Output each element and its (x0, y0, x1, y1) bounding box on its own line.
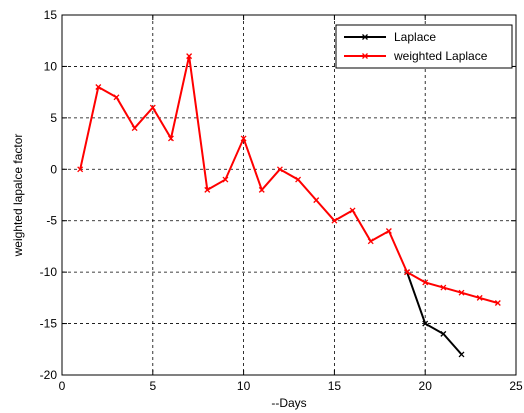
x-tick-label: 5 (149, 379, 156, 393)
data-point (422, 279, 429, 286)
data-point (440, 330, 447, 337)
legend-label: Laplace (394, 30, 436, 44)
data-point (385, 228, 392, 234)
x-tick-label: 0 (59, 379, 66, 393)
legend-box (335, 24, 513, 69)
series-line (406, 271, 463, 356)
series-layer (77, 53, 501, 358)
data-point (494, 300, 501, 306)
data-point (295, 176, 302, 183)
data-point (440, 284, 447, 291)
y-tick-label: 10 (44, 59, 58, 73)
data-point (313, 197, 320, 204)
data-point (458, 289, 465, 296)
data-point (222, 176, 229, 183)
x-axis-label: --Days (271, 396, 306, 410)
data-point (95, 84, 102, 90)
data-point (367, 238, 374, 245)
tick-labels: 0 5 10 15 20 25 -20 -15 -10 -5 0 5 10 15 (40, 8, 523, 393)
legend-marker (362, 34, 368, 40)
data-point (331, 217, 338, 224)
y-tick-label: -15 (40, 317, 58, 331)
data-point (476, 294, 483, 301)
legend-label: weighted Laplace (393, 49, 488, 63)
x-tick-label: 20 (419, 379, 433, 393)
y-tick-label: -10 (40, 265, 58, 279)
data-point (131, 125, 138, 132)
data-point (422, 320, 429, 327)
data-point (458, 351, 465, 358)
plot-frame (61, 14, 517, 376)
data-point (113, 94, 120, 101)
data-point (77, 166, 84, 173)
data-point (240, 135, 247, 142)
legend-entry: weighted Laplace (344, 49, 488, 63)
data-point (186, 53, 193, 60)
data-point (168, 135, 174, 142)
series-line (79, 55, 499, 304)
x-tick-label: 10 (237, 379, 251, 393)
x-tick-label: 25 (509, 379, 523, 393)
series-1 (77, 53, 501, 306)
data-point (276, 166, 283, 173)
y-tick-label: 5 (50, 111, 57, 125)
y-tick-label: 15 (44, 8, 58, 22)
x-tick-label: 15 (328, 379, 342, 393)
y-tick-label: 0 (50, 162, 57, 176)
data-point (204, 186, 211, 193)
data-point (149, 104, 156, 111)
data-point (404, 269, 410, 276)
y-tick-label: -20 (40, 368, 58, 382)
legend: Laplace weighted Laplace (335, 24, 513, 69)
data-point (349, 207, 356, 214)
legend-marker (362, 53, 368, 59)
y-tick-label: -5 (46, 214, 57, 228)
legend-entry: Laplace (344, 30, 436, 44)
data-point (258, 186, 265, 193)
y-axis-label: weighted lapalce factor (11, 134, 25, 258)
